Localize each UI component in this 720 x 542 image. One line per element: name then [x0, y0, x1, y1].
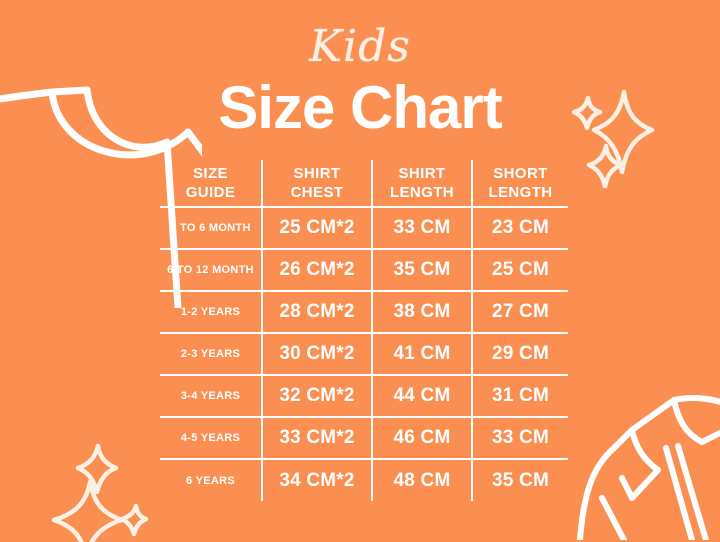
cell-shirt-chest: 28 CM*2 [261, 290, 372, 333]
column-header-shirt-length: SHIRT LENGTH [371, 160, 472, 208]
polo-shirt-outline-icon [577, 395, 720, 540]
cell-size-guide: 4-5 YEARS [160, 416, 262, 459]
cell-short-length: 25 CM [471, 248, 568, 291]
table-row: 6 TO 12 MONTH 26 CM*2 35 CM 25 CM [160, 248, 568, 291]
table-row: 2-3 YEARS 30 CM*2 41 CM 29 CM [160, 332, 568, 375]
script-title: Kids [309, 21, 411, 72]
cell-shirt-chest: 26 CM*2 [261, 248, 372, 291]
cell-shirt-chest: 32 CM*2 [261, 374, 372, 417]
table-row: 6 YEARS 34 CM*2 48 CM 35 CM [160, 458, 568, 501]
table-body: 2 TO 6 MONTH 25 CM*2 33 CM 23 CM 6 TO 12… [160, 207, 568, 501]
cell-short-length: 29 CM [471, 332, 568, 375]
cell-short-length: 27 CM [471, 290, 568, 333]
size-chart-table: SIZE GUIDE SHIRT CHEST SHIRT LENGTH SHOR… [160, 160, 568, 501]
cell-shirt-chest: 25 CM*2 [261, 207, 372, 249]
table-header-row: SIZE GUIDE SHIRT CHEST SHIRT LENGTH SHOR… [160, 160, 568, 208]
cell-shirt-length: 46 CM [371, 416, 472, 459]
column-header-line2: LENGTH [488, 184, 553, 201]
cell-shirt-chest: 30 CM*2 [261, 332, 372, 375]
cell-size-guide: 2 TO 6 MONTH [170, 222, 251, 234]
cell-shirt-length: 33 CM [371, 207, 472, 249]
cell-shirt-chest: 33 CM*2 [261, 416, 372, 459]
cell-short-length: 33 CM [471, 416, 568, 459]
cell-size-guide: 2-3 YEARS [160, 332, 262, 375]
column-header-line1: SHORT [493, 165, 548, 182]
cell-shirt-length: 38 CM [371, 290, 472, 333]
cell-size-guide: 6 YEARS [160, 458, 262, 501]
table-header: SIZE GUIDE SHIRT CHEST SHIRT LENGTH SHOR… [160, 160, 568, 208]
cell-size-guide: 6 TO 12 MONTH [160, 248, 262, 291]
page-title: Size Chart [218, 74, 502, 141]
column-header-short-length: SHORT LENGTH [471, 160, 568, 208]
column-header-line1: SHIRT [293, 165, 341, 182]
cell-size-guide: 3-4 YEARS [160, 374, 262, 417]
table-row: 4-5 YEARS 33 CM*2 46 CM 33 CM [160, 416, 568, 459]
cell-short-length: 35 CM [471, 458, 568, 501]
cell-shirt-length: 44 CM [371, 374, 472, 417]
table-row: 3-4 YEARS 32 CM*2 44 CM 31 CM [160, 374, 568, 417]
cell-shirt-chest: 34 CM*2 [261, 458, 372, 501]
column-header-line2: LENGTH [389, 184, 455, 201]
table-row: 2 TO 6 MONTH 25 CM*2 33 CM 23 CM [160, 207, 568, 249]
sparkles-icon [51, 443, 149, 542]
column-header-line1: SHIRT [398, 165, 446, 182]
column-header-line2: CHEST [290, 184, 344, 201]
cell-short-length: 31 CM [471, 374, 568, 417]
column-header-size-guide: SIZE GUIDE [160, 160, 262, 208]
cell-shirt-length: 41 CM [371, 332, 472, 375]
column-header-shirt-chest: SHIRT CHEST [261, 160, 372, 208]
cell-shirt-length: 35 CM [371, 248, 472, 291]
column-header-line1: SIZE [193, 165, 228, 182]
cell-shirt-length: 48 CM [371, 458, 472, 501]
cell-size-guide: 1-2 YEARS [160, 290, 262, 333]
table-row: 1-2 YEARS 28 CM*2 38 CM 27 CM [160, 290, 568, 333]
cell-short-length: 23 CM [471, 207, 568, 249]
title-block: Kids Size Chart [0, 0, 720, 140]
column-header-line2: GUIDE [185, 184, 236, 201]
